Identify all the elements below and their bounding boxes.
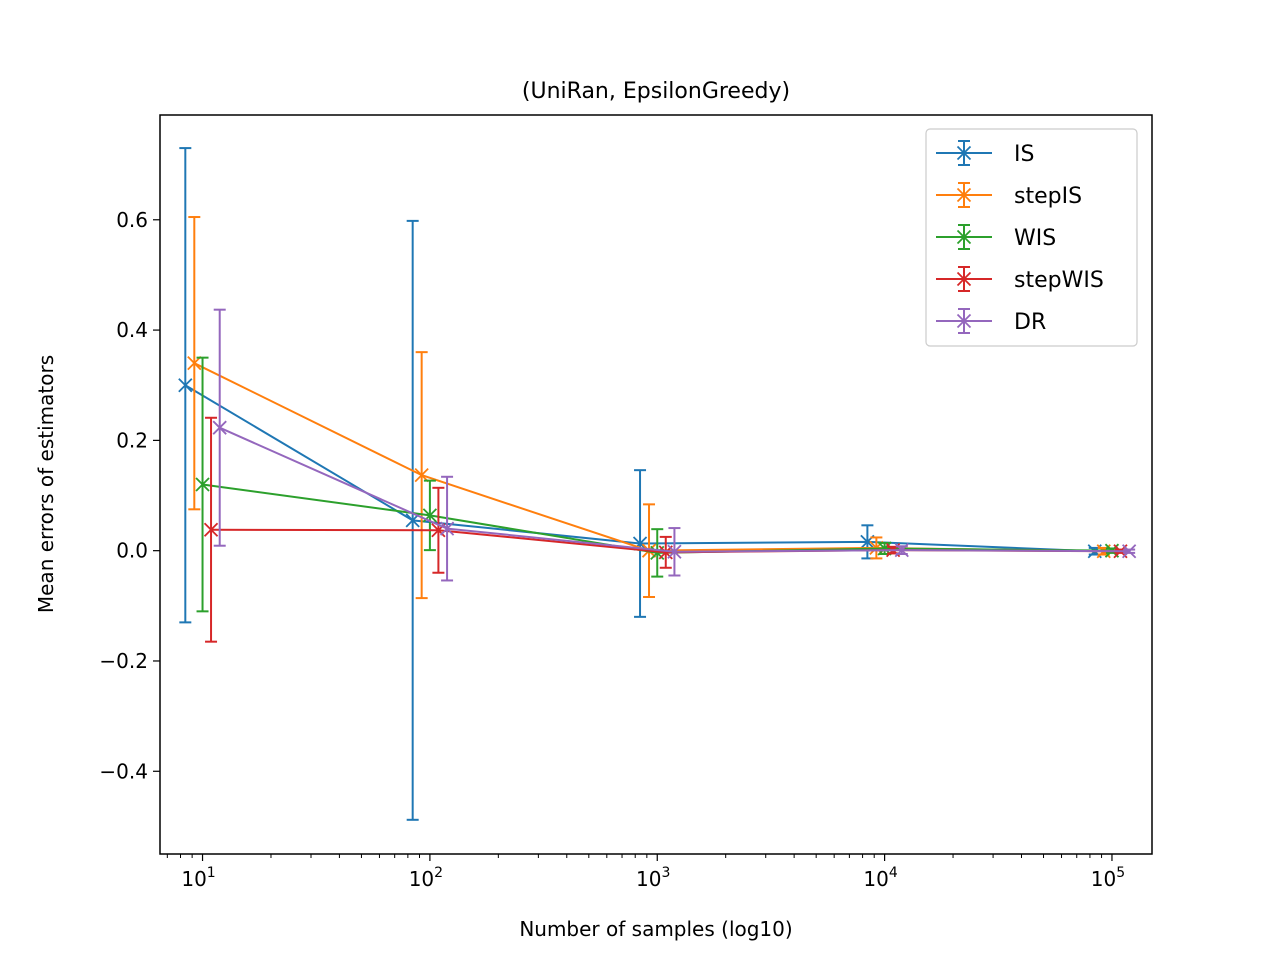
- y-tick-label: −0.4: [99, 759, 148, 783]
- legend-marker: [956, 145, 972, 161]
- legend-marker-stroke-b: [956, 187, 972, 203]
- legend-marker-stroke-b: [956, 145, 972, 161]
- legend-marker-stroke-b: [956, 229, 972, 245]
- y-tick-label: −0.2: [99, 649, 148, 673]
- plot-frame: [159, 114, 1153, 855]
- series-DR: [212, 308, 1137, 582]
- data-point-WIS-stroke-b: [877, 541, 892, 556]
- series-stepWIS: [203, 416, 1128, 643]
- y-tick-label: 0.0: [116, 539, 148, 563]
- data-point-IS: [178, 378, 193, 393]
- legend-item-DR: DR: [936, 308, 1046, 335]
- legend-item-IS: IS: [936, 140, 1034, 167]
- legend-item-stepIS: stepIS: [936, 182, 1082, 209]
- data-point-WIS: [195, 477, 210, 492]
- chart-title: (UniRan, EpsilonGreedy): [522, 79, 790, 104]
- x-axis-label: Number of samples (log10): [519, 917, 792, 941]
- legend-marker: [956, 313, 972, 329]
- data-point-DR-stroke-b: [894, 542, 909, 558]
- data-point-stepWIS-stroke-b: [203, 522, 219, 537]
- y-tick-label: 0.4: [116, 318, 148, 342]
- x-tick-label: 103: [636, 865, 670, 891]
- legend-item-WIS: WIS: [936, 224, 1056, 251]
- data-point-IS-stroke-b: [178, 378, 193, 393]
- data-point-DR-stroke-b: [439, 521, 455, 536]
- data-point-DR: [212, 420, 227, 435]
- y-axis-label: Mean errors of estimators: [34, 355, 58, 613]
- x-tick-label: 101: [181, 865, 215, 891]
- data-point-stepIS-stroke-b: [414, 467, 429, 483]
- data-point-DR-stroke-b: [667, 544, 682, 559]
- legend-label: IS: [1014, 142, 1034, 167]
- x-tick-label: 105: [1091, 865, 1125, 891]
- legend-marker-stroke-b: [956, 313, 972, 329]
- plot-layer: [178, 147, 1137, 821]
- legend-frame: [925, 128, 1138, 347]
- x-tick-label: 104: [863, 865, 897, 891]
- y-tick-label: 0.6: [116, 208, 148, 232]
- data-point-DR: [1122, 544, 1137, 559]
- data-point-stepIS: [187, 356, 202, 371]
- x-axis: 101 102 103 104 105: [166, 854, 1125, 891]
- legend: IS stepIS WIS stepWIS DR: [925, 128, 1138, 347]
- series-WIS: [195, 356, 1120, 613]
- y-tick-label: 0.2: [116, 428, 148, 452]
- legend-label: WIS: [1014, 226, 1056, 251]
- data-point-DR: [439, 521, 455, 536]
- x-tick-label: 102: [409, 865, 443, 891]
- legend-marker: [956, 229, 972, 245]
- data-point-DR-stroke-b: [212, 420, 227, 435]
- legend-label: DR: [1014, 310, 1046, 335]
- legend-label: stepWIS: [1014, 268, 1104, 293]
- data-point-DR-stroke-b: [1122, 544, 1137, 559]
- legend-marker: [956, 187, 972, 203]
- data-point-DR: [667, 544, 682, 559]
- legend-marker-stroke-b: [956, 271, 972, 287]
- data-point-stepWIS: [203, 522, 219, 537]
- y-axis: −0.4 −0.2 0.0 0.2 0.4 0.6: [99, 208, 160, 783]
- data-point-WIS-stroke-b: [195, 477, 210, 492]
- legend-label: stepIS: [1014, 184, 1082, 209]
- data-point-stepIS-stroke-b: [187, 356, 202, 371]
- legend-marker: [956, 271, 972, 287]
- data-point-DR: [894, 542, 909, 558]
- data-point-stepIS: [414, 467, 429, 483]
- legend-item-stepWIS: stepWIS: [936, 266, 1104, 293]
